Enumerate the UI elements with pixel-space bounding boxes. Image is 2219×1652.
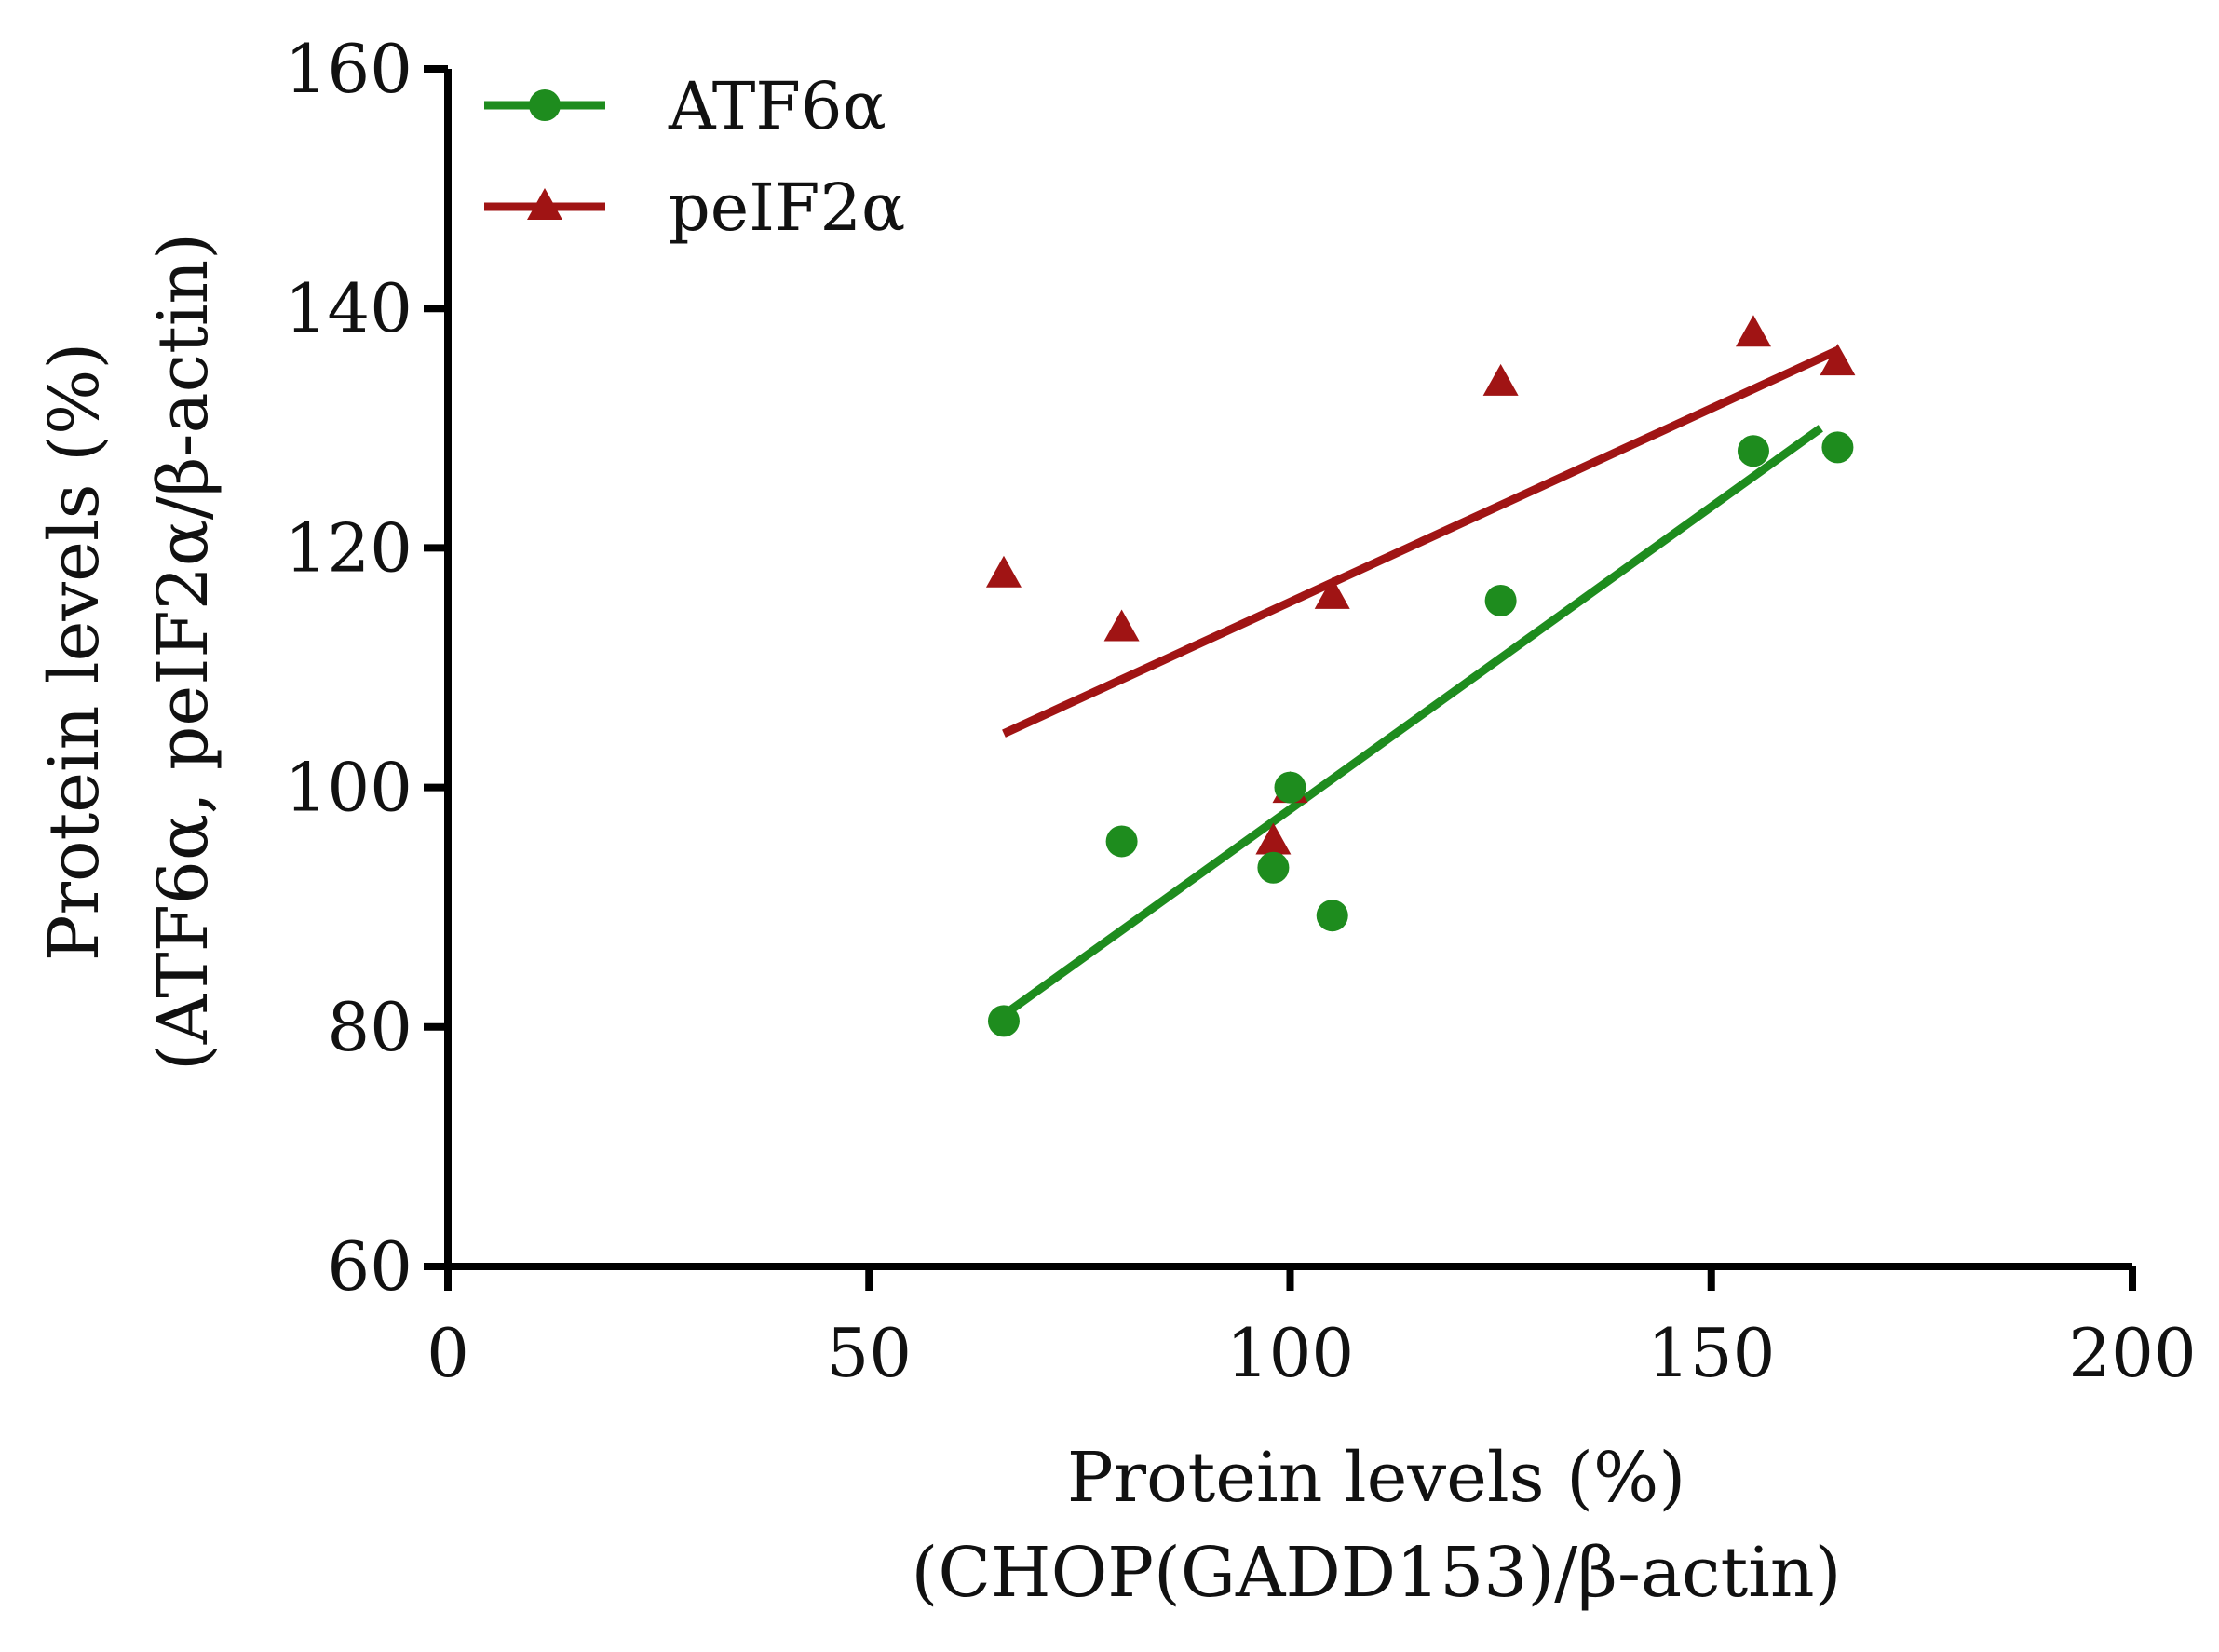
fit-line-atf6a: [1001, 425, 1823, 1019]
point-peif2a: [1820, 344, 1856, 376]
x-tick-label: 0: [426, 1314, 469, 1392]
legend-label-peif2a: peIF2α: [669, 169, 905, 246]
point-atf6a: [1821, 431, 1854, 464]
y-tick-label: 160: [285, 30, 413, 108]
y-tick-label: 80: [327, 988, 413, 1066]
fit-line-peif2a: [1002, 346, 1840, 738]
point-peif2a: [1103, 609, 1140, 642]
y-tick-label: 120: [285, 508, 413, 587]
y-axis-title-line-2: (ATF6α, peIF2α/β-actin): [143, 233, 223, 1071]
point-atf6a: [1105, 825, 1138, 858]
point-atf6a: [1316, 900, 1348, 932]
x-axis-title: Protein levels (%) (CHOP(GADD153)/β-acti…: [912, 1438, 1842, 1613]
point-peif2a: [1314, 576, 1350, 609]
point-peif2a: [1735, 315, 1771, 347]
legend: ATF6α peIF2α: [484, 68, 905, 246]
point-atf6a: [987, 1005, 1020, 1037]
x-tick-label: 200: [2068, 1314, 2196, 1392]
legend-label-atf6a: ATF6α: [668, 68, 886, 144]
x-ticks: 0 50 100 150 200: [426, 1266, 2197, 1392]
axes: [444, 69, 2132, 1270]
point-atf6a: [1257, 851, 1290, 884]
point-atf6a: [1274, 771, 1306, 804]
y-axis-title-line-1: Protein levels (%): [34, 343, 115, 961]
y-tick-label: 140: [285, 269, 413, 347]
data-points: [985, 315, 1856, 1037]
x-tick-label: 50: [826, 1314, 912, 1392]
y-tick-label: 100: [285, 749, 413, 827]
point-peif2a: [985, 555, 1022, 588]
legend-item-peif2a: peIF2α: [484, 169, 905, 246]
legend-marker-atf6a: [529, 89, 561, 121]
legend-item-atf6a: ATF6α: [484, 68, 886, 144]
y-ticks: 60 80 100 120 140 160: [285, 30, 448, 1306]
y-tick-label: 60: [327, 1227, 413, 1306]
point-peif2a: [1482, 363, 1519, 396]
legend-marker-peif2a: [527, 188, 562, 220]
x-tick-label: 100: [1226, 1314, 1354, 1392]
point-atf6a: [1484, 584, 1517, 616]
y-axis-title: Protein levels (%) (ATF6α, peIF2α/β-acti…: [34, 233, 223, 1071]
point-peif2a: [1255, 822, 1292, 855]
x-axis-title-line-2: (CHOP(GADD153)/β-actin): [912, 1533, 1842, 1613]
point-atf6a: [1737, 435, 1769, 467]
x-axis-title-line-1: Protein levels (%): [1067, 1438, 1685, 1518]
x-tick-label: 150: [1647, 1314, 1775, 1392]
fit-lines: [1001, 346, 1840, 1019]
